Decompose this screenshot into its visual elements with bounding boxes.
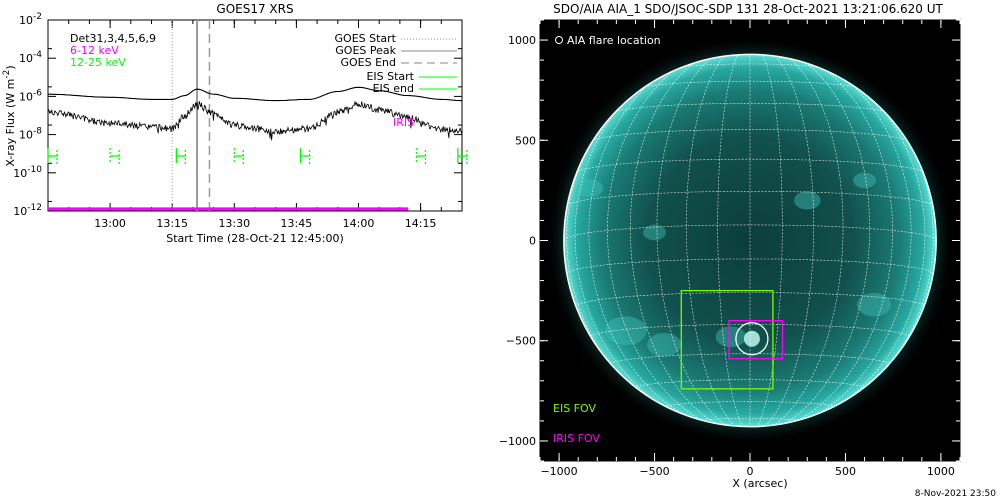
legend-eis-start-label: EIS Start [366,70,414,83]
longitude-line [630,54,751,427]
goes-event-lines [171,20,211,211]
aia-y-tick-label: 0 [529,235,536,248]
solar-disk [563,54,937,427]
eis-mark [415,148,427,166]
aia-y-ticks: −1000 −500 0 500 1000 [499,19,960,462]
goes-x-ticks: 13:00 13:15 13:30 13:45 14:00 14:15 [47,20,463,230]
aia-x-tick-label: 1000 [927,465,955,478]
active-region [643,224,666,241]
longitude-line [685,54,751,427]
active-region [856,292,892,317]
active-region [793,191,821,210]
active-region [646,333,682,357]
goes-flux-curve-1 [48,86,462,102]
goes-y-axis-label-close: ) [4,65,17,69]
longitude-line [749,54,844,427]
aia-x-tick-label: −1000 [540,465,577,478]
legend-goes-peak-label: GOES Peak [335,44,396,57]
iris-label: IRIS [393,116,414,129]
eis-mark [47,148,58,166]
goes-y-axis-label: X-ray Flux (W m-2) [2,65,17,166]
legend-eis-end-label: EIS end [373,82,414,95]
goes-y-tick-label: 10-6 [19,88,42,103]
eis-mark [175,148,186,166]
latitude-line [575,158,925,174]
eis-mark [457,148,468,166]
latitude-line [574,292,926,308]
active-region [576,179,603,198]
goes-y-tick-label: 10-2 [19,12,42,27]
aia-x-ticks: −1000 −500 0 500 1000 [539,20,961,478]
longitude-line [749,54,893,427]
aia-x-axis-label: X (arcsec) [732,477,787,490]
longitude-line [749,54,783,427]
goes-legend: GOES Start GOES Peak GOES End EIS Start … [335,32,457,95]
goes-x-tick-label: 13:15 [156,217,188,230]
goes-x-axis-label: Start Time (28-Oct-21 12:45:00) [166,232,344,245]
latitude-line [566,191,934,207]
active-region [853,172,876,189]
solar-limb [563,53,937,428]
aia-y-tick-label: 1000 [508,34,536,47]
goes-x-tick-label: 13:30 [218,217,250,230]
aia-image [545,35,955,446]
legend-goes-start-label: GOES Start [335,32,397,45]
goes-x-tick-label: 14:15 [405,217,437,230]
goes-y-ticks: 10-12 10-10 10-8 10-6 10-4 10-2 [13,12,462,218]
eis-marks [47,148,468,166]
goes-curves [47,86,462,141]
goes-flux-curve-2 [47,101,462,141]
detector-list: Det31,3,4,5,6,9 [70,32,156,45]
iris-fov-label: IRIS FOV [553,432,600,445]
active-regions [576,172,892,357]
longitude-line [656,54,751,427]
flare-brightening [743,330,760,347]
aia-x-tick-label: 500 [835,465,856,478]
footer-date: 8-Nov-2021 23:50 [915,489,997,499]
aia-y-tick-label: −500 [506,335,536,348]
active-region [715,326,747,348]
goes-y-tick-label: 10-12 [13,203,42,218]
longitude-line [749,54,870,427]
goes-y-axis-label-sup: -2 [2,70,12,79]
aia-y-tick-label: 500 [515,134,536,147]
eis-fov-box [680,289,774,390]
flare-legend-icon [555,36,563,44]
eis-mark [299,148,311,166]
aia-x-tick-label: −500 [639,465,669,478]
goes-y-tick-label: 10-8 [19,127,42,142]
goes-x-tick-label: 13:45 [281,217,313,230]
aia-chart-title: SDO/AIA AIA_1 SDO/JSOC-SDP 131 28-Oct-20… [553,2,943,16]
goes-xrs-chart: GOES17 XRS 10-12 10-10 10-8 10-6 10-4 10-2 13… [2,2,468,245]
active-region [605,316,647,346]
goes-y-tick-label: 10-10 [13,165,42,180]
longitude-line [749,54,815,427]
aia-image-chart: SDO/AIA AIA_1 SDO/JSOC-SDP 131 28-Oct-20… [499,2,961,490]
goes-x-tick-label: 14:00 [343,217,375,230]
legend-goes-end-label: GOES End [340,56,396,69]
aia-flare-legend: AIA flare location [555,34,661,47]
iris-fov-box [728,320,784,360]
eis-mark [109,148,120,166]
flare-location-circle [735,322,769,356]
eis-fov-label: EIS FOV [553,402,596,415]
goes-chart-title: GOES17 XRS [216,2,293,16]
band-6-12-kev: 6-12 keV [70,44,119,57]
longitude-line [607,54,751,427]
latitude-line [566,258,934,275]
longitude-line [717,54,751,427]
goes-y-tick-label: 10-4 [19,50,42,65]
goes-y-axis-label-main: X-ray Flux (W m [4,79,17,167]
eis-mark [233,148,244,166]
aia-x-tick-label: 0 [747,465,754,478]
aia-y-tick-label: −1000 [499,435,536,448]
flare-legend-label: AIA flare location [567,34,661,47]
band-12-25-kev: 12-25 keV [70,56,126,69]
latitude-line [630,379,870,390]
goes-x-tick-label: 13:00 [94,217,126,230]
